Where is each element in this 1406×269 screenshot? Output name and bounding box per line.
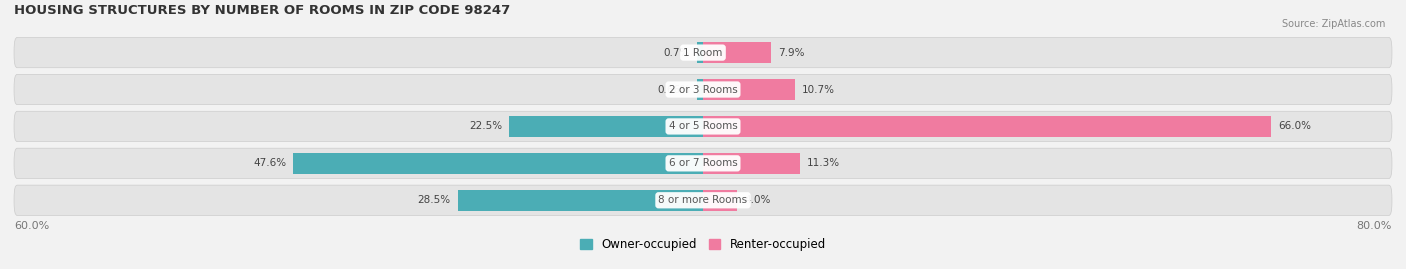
FancyBboxPatch shape <box>14 74 1392 105</box>
Bar <box>457 190 703 211</box>
Text: 6 or 7 Rooms: 6 or 7 Rooms <box>669 158 737 168</box>
Bar <box>697 42 703 63</box>
Bar <box>703 42 770 63</box>
FancyBboxPatch shape <box>14 111 1392 141</box>
Text: 10.7%: 10.7% <box>801 84 835 94</box>
Bar <box>703 116 1271 137</box>
Text: 8 or more Rooms: 8 or more Rooms <box>658 195 748 205</box>
Text: 4 or 5 Rooms: 4 or 5 Rooms <box>669 121 737 132</box>
Text: 11.3%: 11.3% <box>807 158 841 168</box>
Text: 0.7%: 0.7% <box>664 48 690 58</box>
Text: 47.6%: 47.6% <box>253 158 287 168</box>
Text: 7.9%: 7.9% <box>778 48 804 58</box>
Text: 2 or 3 Rooms: 2 or 3 Rooms <box>669 84 737 94</box>
Text: 0.66%: 0.66% <box>658 84 690 94</box>
Bar <box>703 190 738 211</box>
Text: 60.0%: 60.0% <box>14 221 49 231</box>
Bar <box>292 153 703 174</box>
Bar <box>509 116 703 137</box>
Legend: Owner-occupied, Renter-occupied: Owner-occupied, Renter-occupied <box>575 234 831 256</box>
Bar <box>703 153 800 174</box>
Bar <box>703 79 796 100</box>
Text: 4.0%: 4.0% <box>744 195 770 205</box>
FancyBboxPatch shape <box>14 37 1392 68</box>
FancyBboxPatch shape <box>14 185 1392 215</box>
Text: 28.5%: 28.5% <box>418 195 451 205</box>
Text: 1 Room: 1 Room <box>683 48 723 58</box>
FancyBboxPatch shape <box>14 148 1392 179</box>
Text: Source: ZipAtlas.com: Source: ZipAtlas.com <box>1281 19 1385 29</box>
Text: 22.5%: 22.5% <box>470 121 502 132</box>
Bar <box>697 79 703 100</box>
Text: HOUSING STRUCTURES BY NUMBER OF ROOMS IN ZIP CODE 98247: HOUSING STRUCTURES BY NUMBER OF ROOMS IN… <box>14 4 510 17</box>
Text: 80.0%: 80.0% <box>1357 221 1392 231</box>
Text: 66.0%: 66.0% <box>1278 121 1312 132</box>
